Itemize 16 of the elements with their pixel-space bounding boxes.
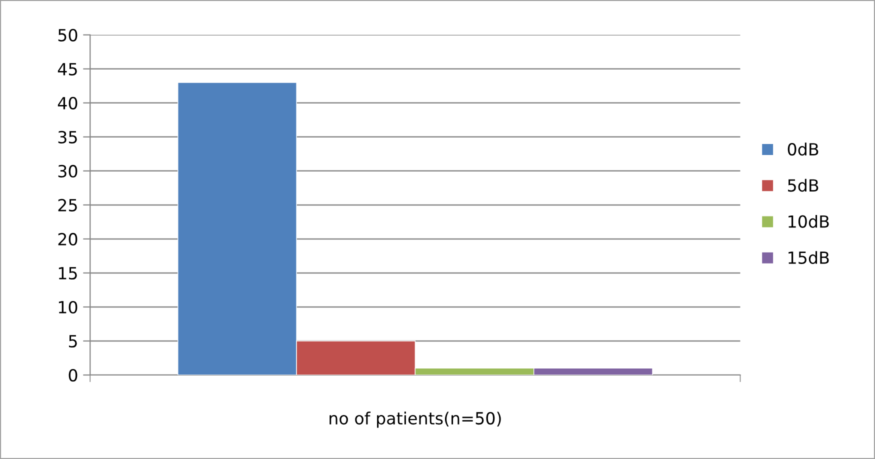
y-tick-label: 5 [69, 335, 77, 348]
x-axis-title: no of patients(n=50) [330, 412, 501, 428]
y-tick-label: 50 [58, 28, 78, 42]
y-tick-label: 0 [68, 368, 78, 382]
y-tick-label: 40 [58, 96, 78, 110]
y-tick-label: 35 [58, 130, 77, 144]
y-tick-label: 25 [58, 198, 77, 212]
y-tick-label: 10 [58, 300, 78, 314]
legend-label: 10dB [788, 214, 829, 228]
y-tick-label: 45 [58, 63, 77, 76]
legend-label: 15dB [788, 251, 829, 264]
legend-label: 0dB [788, 142, 818, 156]
y-tick-label: 15 [58, 267, 77, 280]
legend-label: 5dB [788, 178, 818, 192]
y-tick-label: 30 [58, 164, 78, 178]
y-tick-label: 20 [58, 232, 78, 246]
